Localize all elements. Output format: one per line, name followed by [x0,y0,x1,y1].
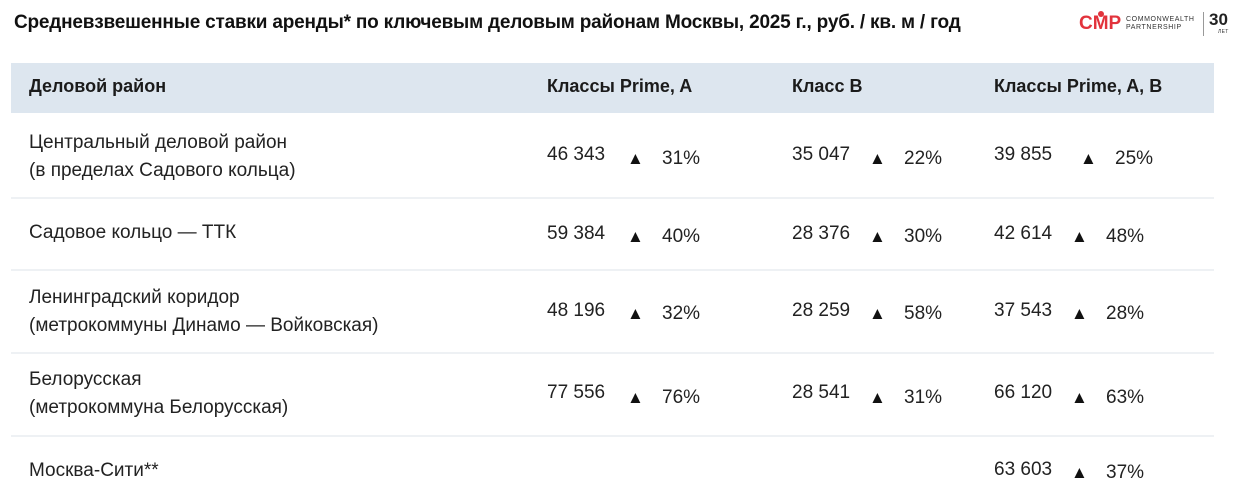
logo-line1: COMMONWEALTH [1126,16,1195,23]
class-b-value: 28 376 [792,223,851,244]
class-b-value: 28 541 [792,382,851,403]
all-classes-change: 37% [1106,462,1145,483]
class-b-value: 28 259 [792,300,851,321]
up-arrow-icon: ▲ [869,149,886,168]
district-name: Москва-Сити** [29,457,159,485]
all-classes-value: 37 543 [994,300,1053,321]
up-arrow-icon: ▲ [627,388,644,407]
rent-rates-table: Деловой район Классы Prime, A Класс B Кл… [11,63,1214,497]
up-arrow-icon: ▲ [869,227,886,246]
prime-a-value: 77 556 [547,382,606,403]
all-classes-value: 39 855 [994,144,1053,165]
district-name-line2: (метрокоммуны Динамо — Войковская) [29,315,379,336]
all-classes-value: 42 614 [994,223,1053,244]
prime-a-value: 59 384 [547,223,606,244]
logo-divider [1203,12,1204,36]
all-classes-value: 63 603 [994,459,1053,480]
header-district: Деловой район [29,76,167,96]
class-b-change: 22% [904,148,943,169]
logo-wordmark: COMMONWEALTH PARTNERSHIP [1126,16,1195,32]
all-classes-value: 66 120 [994,382,1053,403]
prime-a-change: 76% [662,387,701,408]
header-prime-a-b: Классы Prime, A, B [994,76,1163,96]
all-classes-change: 63% [1106,387,1145,408]
up-arrow-icon: ▲ [627,304,644,323]
district-name-line1: Ленинградский коридор [29,287,240,308]
class-b-change: 58% [904,303,943,324]
logo-line2: PARTNERSHIP [1126,24,1182,31]
header-prime-a: Классы Prime, A [547,76,693,96]
class-b-change: 30% [904,226,943,247]
up-arrow-icon: ▲ [627,227,644,246]
up-arrow-icon: ▲ [1071,227,1088,246]
class-b-change: 31% [904,387,943,408]
prime-a-value: 46 343 [547,144,606,165]
all-classes-change: 28% [1106,303,1145,324]
table-row: Белорусская (метрокоммуна Белорусская) 7… [11,354,1214,437]
prime-a-change: 40% [662,226,701,247]
cmp-logo-mark-icon: CMP [1079,11,1122,34]
up-arrow-icon: ▲ [1071,388,1088,407]
up-arrow-icon: ▲ [627,149,644,168]
up-arrow-icon: ▲ [869,388,886,407]
prime-a-change: 31% [662,148,701,169]
table-header: Деловой район Классы Prime, A Класс B Кл… [11,63,1214,113]
class-b-value: 35 047 [792,144,851,165]
district-name-line2: (в пределах Садового кольца) [29,160,296,181]
prime-a-change: 32% [662,303,701,324]
svg-text:CMP: CMP [1079,13,1122,34]
logo-years-label: ЛЕТ [1218,29,1229,35]
table-row: Москва-Сити** 63 603 ▲ 37% [11,437,1214,497]
cmp-logo: CMP COMMONWEALTH PARTNERSHIP 30 ЛЕТ [1078,8,1238,42]
district-name: Ленинградский коридор (метрокоммуны Дина… [29,284,379,340]
prime-a-value: 48 196 [547,300,606,321]
district-name-line1: Белорусская [29,369,142,390]
page-title: Средневзвешенные ставки аренды* по ключе… [14,12,961,33]
district-name: Центральный деловой район (в пределах Са… [29,129,296,185]
district-name-line1: Центральный деловой район [29,132,288,153]
all-classes-change: 48% [1106,226,1145,247]
table-row: Центральный деловой район (в пределах Са… [11,113,1214,199]
district-name-line1: Садовое кольцо — ТТК [29,222,237,243]
table-row: Ленинградский коридор (метрокоммуны Дина… [11,271,1214,354]
up-arrow-icon: ▲ [1071,304,1088,323]
table-row: Садовое кольцо — ТТК 59 384 ▲ 40% 28 376… [11,199,1214,271]
all-classes-change: 25% [1115,148,1154,169]
logo-years: 30 [1209,10,1228,29]
up-arrow-icon: ▲ [1080,149,1097,168]
district-name: Садовое кольцо — ТТК [29,219,236,247]
up-arrow-icon: ▲ [869,304,886,323]
up-arrow-icon: ▲ [1071,463,1088,482]
district-name: Белорусская (метрокоммуна Белорусская) [29,366,288,422]
district-name-line2: (метрокоммуна Белорусская) [29,397,289,418]
header-class-b: Класс B [792,76,863,96]
district-name-line1: Москва-Сити** [29,460,159,481]
